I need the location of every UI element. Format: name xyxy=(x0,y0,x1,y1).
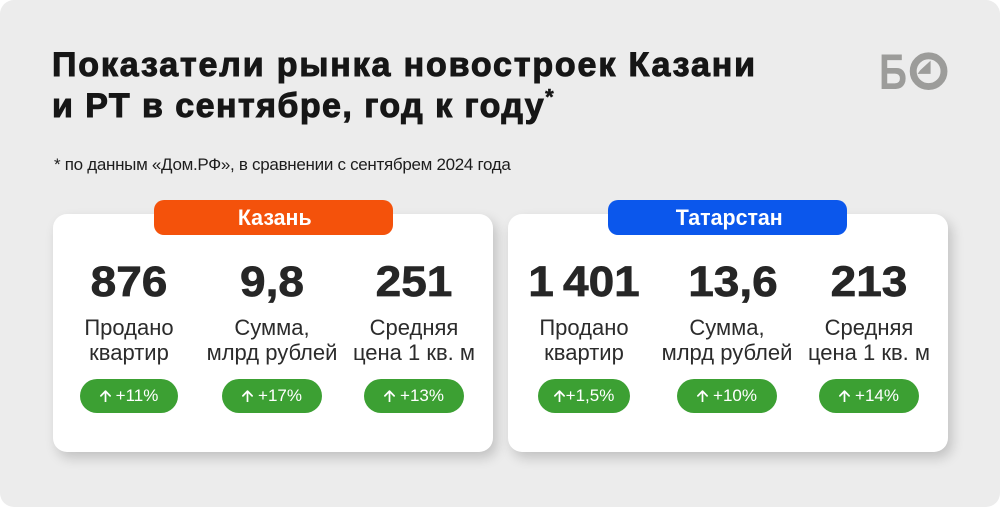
svg-text:Б: Б xyxy=(879,48,907,96)
